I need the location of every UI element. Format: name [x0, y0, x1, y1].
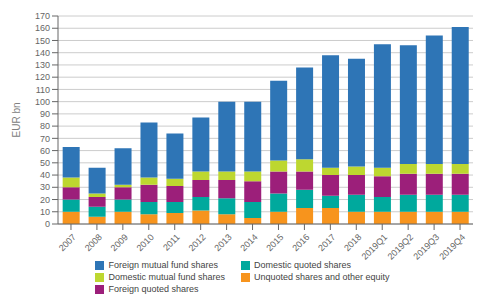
svg-text:2014: 2014 [238, 232, 259, 253]
html-text:Foreign quoted shares: Foreign quoted shares [108, 284, 199, 294]
svg-text:10: 10 [40, 207, 50, 217]
html-text:Unquoted shares and other equi: Unquoted shares and other equity [254, 272, 390, 282]
html-text:Domestic mutual fund shares: Domestic mutual fund shares [108, 272, 225, 282]
svg-text:EUR bn: EUR bn [11, 102, 22, 137]
svg-text:30: 30 [40, 182, 50, 192]
svg-text:100: 100 [35, 97, 50, 107]
svg-text:40: 40 [40, 170, 50, 180]
svg-text:2016: 2016 [290, 232, 311, 253]
svg-text:50: 50 [40, 158, 50, 168]
svg-text:2019Q3: 2019Q3 [411, 232, 441, 262]
svg-text:20: 20 [40, 195, 50, 205]
html-text:Foreign mutual fund shares: Foreign mutual fund shares [108, 260, 218, 270]
svg-text:2019Q2: 2019Q2 [386, 232, 416, 262]
svg-text:80: 80 [40, 121, 50, 131]
svg-text:120: 120 [35, 72, 50, 82]
svg-text:2007: 2007 [57, 232, 78, 253]
svg-text:2019Q4: 2019Q4 [437, 232, 467, 262]
svg-text:60: 60 [40, 146, 50, 156]
svg-text:2019Q1: 2019Q1 [360, 232, 390, 262]
svg-text:2018: 2018 [342, 232, 363, 253]
svg-text:2012: 2012 [186, 232, 207, 253]
svg-text:2015: 2015 [264, 232, 285, 253]
svg-text:130: 130 [35, 60, 50, 70]
svg-text:2013: 2013 [212, 232, 233, 253]
html-text:Domestic quoted shares: Domestic quoted shares [254, 260, 351, 270]
svg-text:110: 110 [36, 85, 50, 95]
svg-text:150: 150 [35, 36, 50, 46]
svg-text:2009: 2009 [109, 232, 130, 253]
svg-text:2010: 2010 [135, 232, 156, 253]
svg-text:140: 140 [35, 48, 50, 58]
svg-text:160: 160 [35, 23, 50, 33]
svg-text:0: 0 [45, 219, 50, 229]
svg-text:70: 70 [40, 134, 50, 144]
svg-text:2008: 2008 [83, 232, 104, 253]
svg-text:2017: 2017 [316, 232, 337, 253]
svg-text:90: 90 [40, 109, 50, 119]
svg-text:2011: 2011 [161, 232, 182, 253]
svg-text:170: 170 [35, 11, 50, 21]
